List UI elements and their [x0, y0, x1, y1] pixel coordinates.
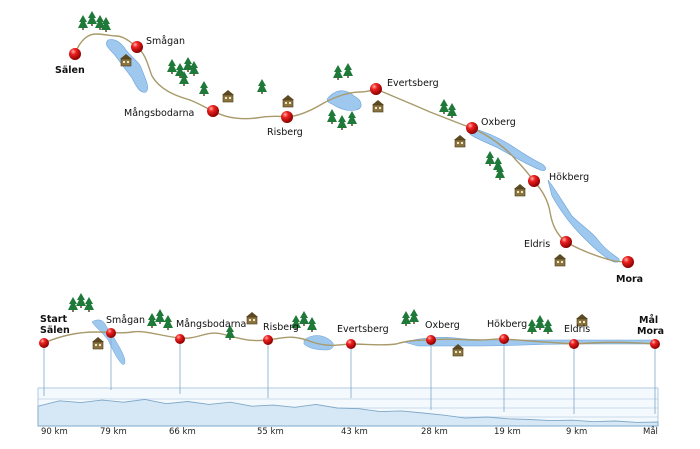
map-checkpoints: Sälen Smågan Mångsbodarna Risberg Everts… — [55, 36, 643, 285]
distance-label: 66 km — [169, 427, 196, 437]
checkpoint-oxberg: Oxberg — [466, 117, 516, 134]
profile-checkpoint-evertsberg — [346, 339, 356, 349]
profile-checkpoint-smagan — [106, 328, 116, 338]
profile-station-label: Risberg — [263, 322, 299, 333]
profile-checkpoint-mangsbodarna — [175, 334, 185, 344]
checkpoint-evertsberg: Evertsberg — [370, 78, 439, 95]
profile-finish-label: Mål — [639, 315, 658, 326]
profile-station-label: Oxberg — [425, 320, 460, 331]
profile-start-place: Sälen — [40, 325, 70, 336]
profile-checkpoint-salen — [39, 338, 49, 348]
lake-oxberg — [469, 127, 546, 171]
checkpoint-label: Mora — [616, 274, 643, 285]
checkpoint-label: Eldris — [524, 239, 550, 250]
profile-checkpoint-eldris — [569, 339, 579, 349]
distance-label: 79 km — [100, 427, 127, 437]
checkpoint-hokberg: Hökberg — [528, 172, 589, 187]
profile-station-label: Hökberg — [487, 319, 527, 330]
checkpoint-eldris: Eldris — [524, 236, 572, 250]
profile-checkpoint-risberg — [263, 335, 273, 345]
checkpoint-label: Sälen — [55, 65, 85, 76]
profile-station-label: Eldris — [564, 324, 590, 335]
checkpoint-mora: Mora — [616, 256, 643, 285]
profile-station-label: Smågan — [106, 315, 145, 326]
profile-dropper-lines — [43, 334, 656, 414]
route-line — [74, 33, 629, 263]
checkpoint-smagan: Smågan — [131, 36, 185, 53]
checkpoint-salen: Sälen — [55, 48, 85, 76]
distance-label: 19 km — [494, 427, 521, 437]
checkpoint-label: Smågan — [146, 36, 185, 47]
checkpoint-risberg: Risberg — [267, 111, 303, 138]
distance-label: 90 km — [41, 427, 68, 437]
profile-checkpoint-mora — [650, 339, 660, 349]
checkpoint-mangsbodarna: Mångsbodarna — [124, 105, 219, 119]
profile-start-label: Start — [40, 314, 67, 325]
checkpoint-label: Evertsberg — [387, 78, 439, 89]
profile-finish-place: Mora — [637, 326, 664, 337]
checkpoint-label: Hökberg — [549, 172, 589, 183]
profile-station-label: Evertsberg — [337, 324, 389, 335]
distance-label: 28 km — [421, 427, 448, 437]
checkpoint-label: Oxberg — [481, 117, 516, 128]
distance-label: 43 km — [341, 427, 368, 437]
distance-label: Mål — [643, 426, 658, 437]
profile-checkpoint-hokberg — [499, 334, 509, 344]
profile-checkpoint-oxberg — [426, 335, 436, 345]
lake-evertsberg — [326, 90, 362, 111]
elevation-profile — [37, 387, 659, 427]
profile-station-label: Mångsbodarna — [176, 319, 246, 330]
map-trees — [78, 11, 505, 180]
checkpoint-label: Mångsbodarna — [124, 108, 194, 119]
distance-label: 9 km — [566, 427, 587, 437]
profile-checkpoints — [39, 328, 660, 349]
distance-axis: 90 km 79 km 66 km 55 km 43 km 28 km 19 k… — [41, 426, 658, 437]
checkpoint-label: Risberg — [267, 127, 303, 138]
distance-label: 55 km — [257, 427, 284, 437]
elevation-area — [37, 398, 659, 427]
lake-south — [547, 179, 620, 263]
profile-labels: Start Sälen Smågan Mångsbodarna Risberg … — [40, 314, 664, 337]
